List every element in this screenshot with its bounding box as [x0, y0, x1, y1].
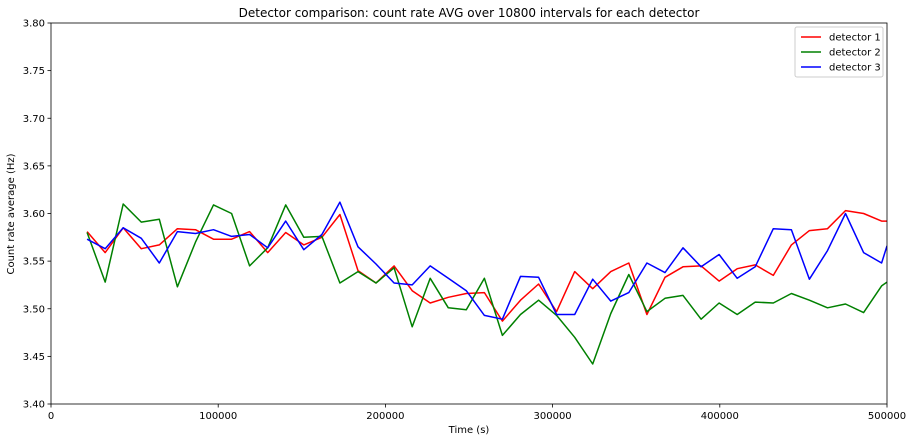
y-tick-label: 3.75	[23, 66, 45, 77]
y-tick-label: 3.65	[23, 161, 45, 172]
legend-box	[794, 26, 884, 78]
x-axis-label: Time (s)	[448, 425, 490, 436]
x-tick-label: 0	[48, 411, 54, 422]
y-axis-label: Count rate average (Hz)	[6, 153, 17, 274]
x-tick-label: 200000	[366, 411, 404, 422]
chart-title: Detector comparison: count rate AVG over…	[239, 6, 700, 20]
legend-label-detector-1: detector 1	[829, 33, 881, 44]
y-tick-label: 3.70	[23, 114, 45, 125]
series-line-detector-1	[86, 209, 887, 322]
x-tick-label: 300000	[534, 411, 572, 422]
legend-label-detector-3: detector 3	[829, 63, 881, 74]
plot-frame	[50, 22, 888, 405]
legend-label-detector-2: detector 2	[829, 48, 881, 59]
plot-area	[86, 201, 887, 365]
y-tick-label: 3.50	[23, 304, 45, 315]
y-tick-label: 3.40	[23, 400, 45, 411]
x-tick-label: 400000	[701, 411, 739, 422]
x-tick-label: 100000	[199, 411, 237, 422]
y-tick-label: 3.55	[23, 257, 45, 268]
series-line-detector-3	[86, 201, 887, 320]
y-tick-label: 3.80	[23, 19, 45, 30]
axes: 0 100000 200000 300000 400000 500000 3.40 3.45 3…	[23, 19, 906, 423]
legend: detector 1 detector 2 detector 3	[794, 26, 884, 78]
y-tick-label: 3.45	[23, 352, 45, 363]
series-line-detector-2	[86, 203, 887, 365]
y-tick-label: 3.60	[23, 209, 45, 220]
x-tick-label: 500000	[868, 411, 906, 422]
